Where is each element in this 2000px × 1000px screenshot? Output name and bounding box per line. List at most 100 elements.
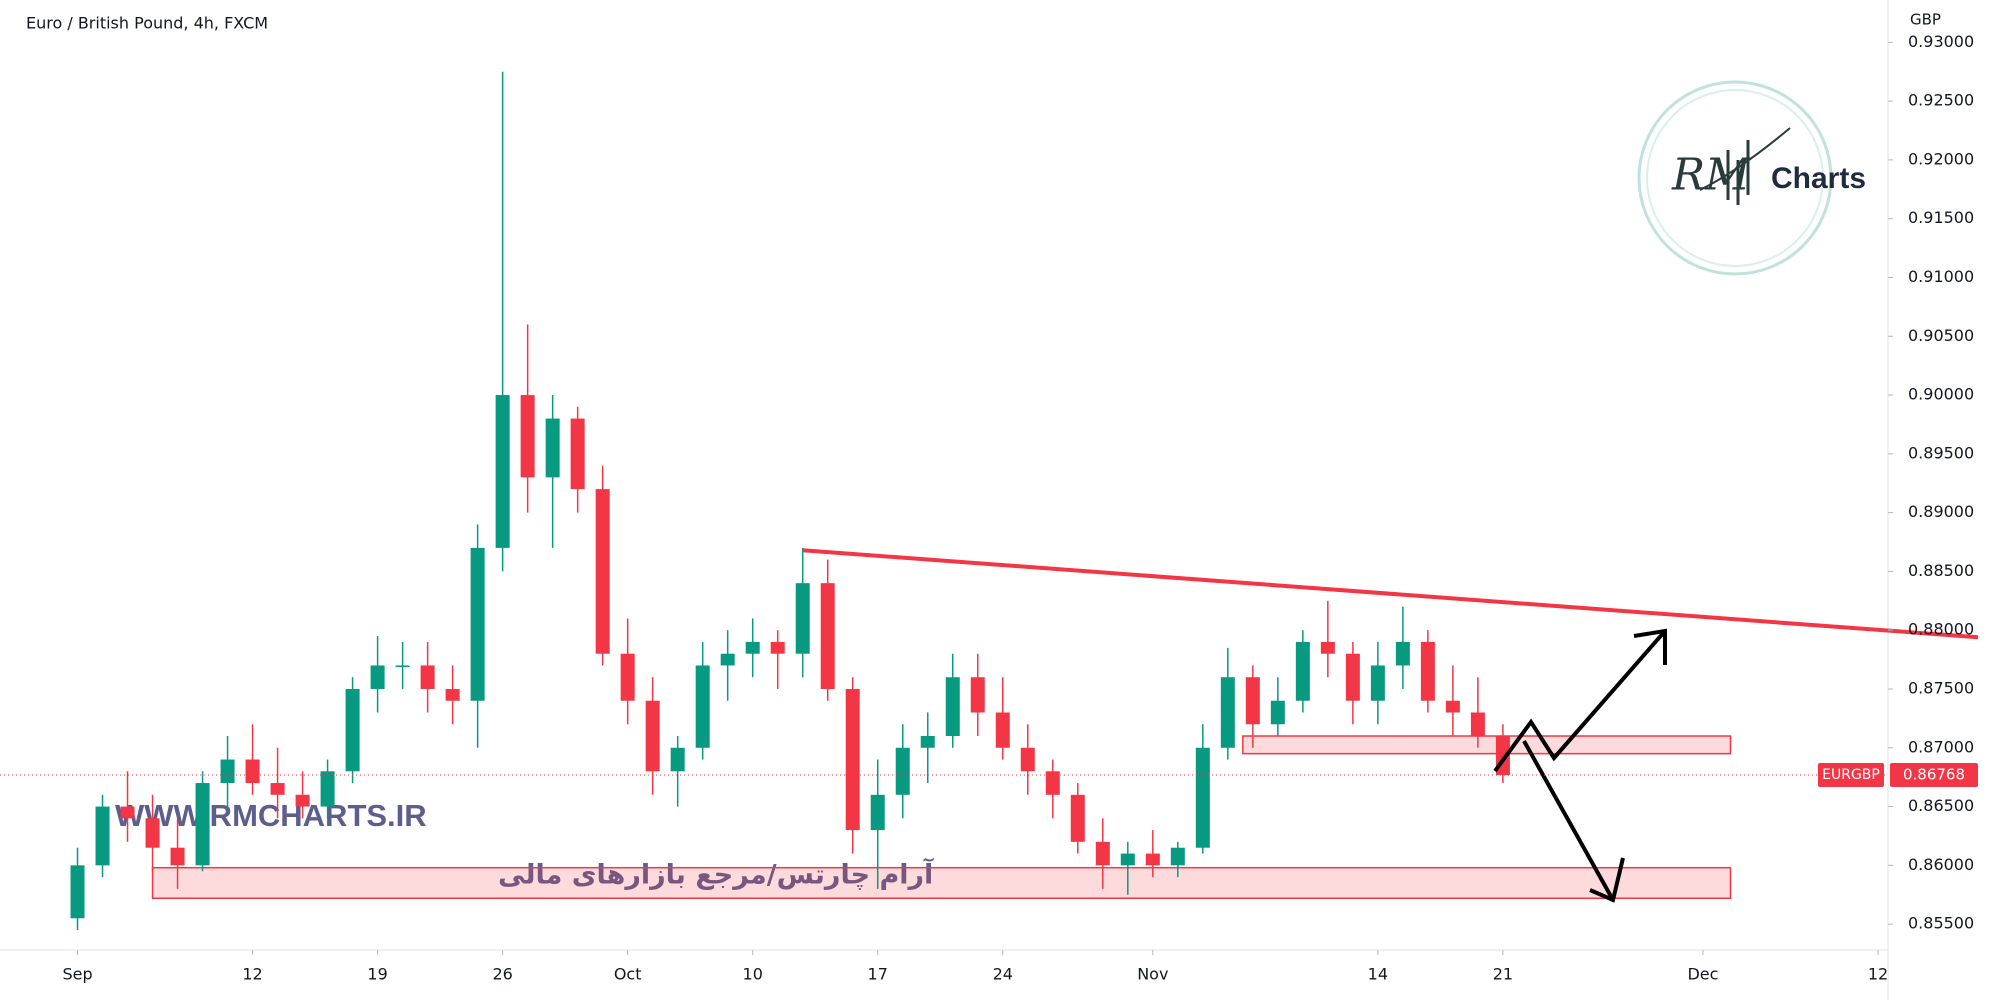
up-arrow-head — [1633, 628, 1667, 665]
candle-body — [995, 712, 1010, 748]
y-tick-label: 0.87000 — [1908, 737, 1974, 756]
up-arrow — [1493, 629, 1667, 773]
candle-body — [320, 771, 335, 807]
candle-body — [670, 747, 685, 772]
x-tick-label: 10 — [743, 965, 763, 984]
candle-body — [345, 688, 360, 772]
down-arrow — [1522, 740, 1615, 901]
candle-body — [1295, 641, 1310, 701]
candle-body — [720, 653, 735, 666]
candle-body — [1245, 677, 1260, 725]
candle-body — [945, 677, 960, 737]
candle-body — [145, 818, 160, 848]
candle-body — [1320, 641, 1335, 654]
candle-body — [295, 794, 310, 807]
y-tick-label: 0.91500 — [1908, 208, 1974, 227]
symbol-tag — [1818, 763, 1884, 788]
candle-body — [595, 489, 610, 654]
candle-body — [1070, 794, 1085, 842]
y-tick-label: 0.89500 — [1908, 443, 1974, 462]
x-tick-label: Nov — [1137, 965, 1168, 984]
x-tick-label: 12 — [242, 965, 262, 984]
x-tick-label: 17 — [868, 965, 888, 984]
candle-body — [195, 783, 210, 866]
candle-body — [245, 759, 260, 784]
y-tick-label: 0.86000 — [1908, 855, 1974, 874]
candle-body — [495, 395, 510, 548]
candle-body — [1445, 700, 1460, 713]
watermark-tagline: آرام چارتس/مرجع بازارهای مالی — [498, 858, 934, 891]
candle-body — [70, 865, 85, 919]
candle-body — [445, 688, 460, 701]
x-tick-label: Sep — [62, 965, 92, 984]
y-tick-label: 0.86500 — [1908, 796, 1974, 815]
logo-swoosh — [1699, 127, 1791, 191]
candle-body — [120, 806, 135, 819]
chart-title: Euro / British Pound, 4h, FXCM — [26, 14, 268, 33]
y-tick-label: 0.87500 — [1908, 678, 1974, 697]
candle-body — [745, 641, 760, 654]
candle-body — [1020, 747, 1035, 772]
candle-body — [795, 583, 810, 654]
logo-text: Charts — [1771, 162, 1866, 195]
candle-body — [1395, 641, 1410, 666]
logo-ring — [1646, 89, 1824, 267]
support-zone — [151, 866, 1732, 900]
x-tick-label: 26 — [492, 965, 512, 984]
x-tick-label: 19 — [367, 965, 387, 984]
y-tick-label: 0.91000 — [1908, 267, 1974, 286]
currency-label: GBP — [1910, 11, 1941, 29]
candle-body — [645, 700, 660, 772]
y-tick-label: 0.85500 — [1908, 914, 1974, 933]
candle-body — [1345, 653, 1360, 701]
candle-body — [870, 794, 885, 831]
down-arrow-head — [1589, 857, 1625, 903]
logo-script: RM — [1671, 150, 1751, 201]
candle-body — [970, 677, 985, 713]
y-tick-label: 0.90000 — [1908, 385, 1974, 404]
candle-body — [620, 653, 635, 701]
candle-body — [770, 641, 785, 654]
candle-body — [1170, 847, 1185, 866]
y-tick-label: 0.88500 — [1908, 561, 1974, 580]
candle-body — [1470, 712, 1485, 737]
x-tick-label: 24 — [993, 965, 1013, 984]
candle-body — [170, 847, 185, 866]
candle-body — [1145, 853, 1160, 866]
candle-body — [220, 759, 235, 784]
price-tag — [1890, 763, 1978, 788]
symbol-tag-text: EURGBP — [1822, 767, 1880, 783]
candle-body — [395, 665, 410, 667]
candle-body — [270, 783, 285, 795]
candle-body — [820, 583, 835, 689]
candle-body — [520, 395, 535, 478]
trend-line — [802, 548, 1979, 640]
x-tick-label: 21 — [1493, 965, 1513, 984]
candle-body — [1120, 853, 1135, 866]
y-tick-label: 0.92000 — [1908, 149, 1974, 168]
candle-body — [695, 665, 710, 748]
y-tick-label: 0.88000 — [1908, 620, 1974, 639]
y-tick-label: 0.93000 — [1908, 32, 1974, 51]
candle-body — [1270, 700, 1285, 725]
x-tick-label: 14 — [1368, 965, 1388, 984]
candle-body — [370, 665, 385, 689]
y-tick-label: 0.90500 — [1908, 326, 1974, 345]
logo: RM Charts — [1637, 80, 1866, 276]
candle-body — [1220, 677, 1235, 748]
candle-body — [470, 547, 485, 701]
x-tick-label: 12 — [1868, 965, 1888, 984]
candle-body — [570, 418, 585, 490]
candle-body — [1195, 747, 1210, 848]
y-tick-label: 0.92500 — [1908, 91, 1974, 110]
support-zone — [1242, 735, 1732, 755]
candle-body — [1420, 641, 1435, 701]
candle-body — [545, 418, 560, 478]
x-tick-label: Oct — [614, 965, 642, 984]
candle-body — [420, 665, 435, 689]
candle-body — [1045, 771, 1060, 795]
